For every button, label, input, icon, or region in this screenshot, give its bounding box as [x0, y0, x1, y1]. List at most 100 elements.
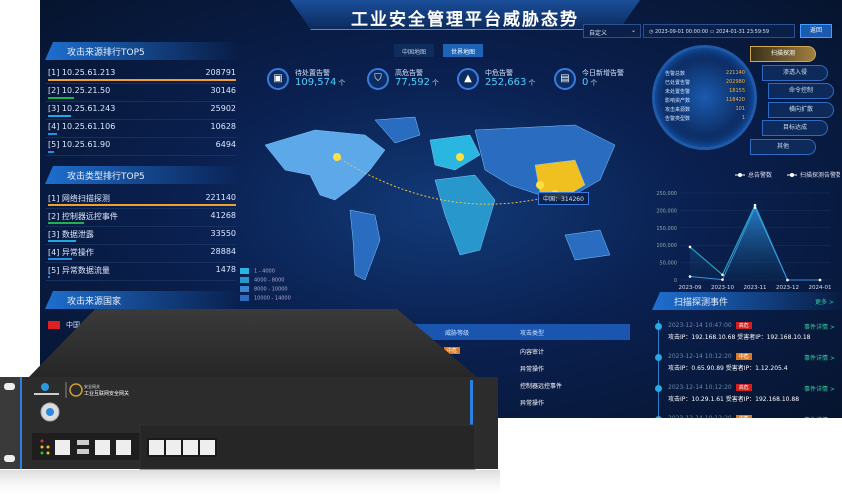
rank-row[interactable]: [5] 10.25.61.90 6494: [46, 138, 236, 156]
rank-bar: [48, 204, 236, 206]
attack-type-heading: 攻击类型排行TOP5: [45, 166, 240, 184]
attack-point: [333, 153, 341, 161]
stat-value-wrap: 109,574 个: [295, 77, 345, 88]
legend-label: 扫描探测告警数: [800, 171, 840, 179]
map-australia: [564, 229, 611, 261]
rank-row[interactable]: [1] 10.25.61.213 208791: [46, 66, 236, 84]
attack-type-cell: 异常操作: [520, 366, 545, 373]
event-detail-link[interactable]: 事件详情 >: [804, 324, 835, 331]
y-tick-label: 250,000: [656, 191, 677, 197]
ring-stat-value: 1: [741, 115, 745, 121]
data-point: [688, 245, 692, 249]
map-legend: 1 - 4000 4000 - 8000 8000 - 10000 10000 - 1…: [240, 268, 291, 304]
ring-stat-value: 18155: [729, 88, 745, 94]
stage-button[interactable]: 横向扩散: [768, 101, 834, 118]
legend-item[interactable]: 4000 - 8000: [240, 277, 291, 286]
data-point: [818, 278, 822, 282]
rank-label: [3] 10.25.61.243: [48, 104, 116, 113]
timeline-dot-icon: [655, 323, 662, 330]
data-point: [721, 273, 724, 277]
tab-china-map[interactable]: 中国地图: [394, 44, 435, 57]
timeline-dot-icon: [655, 385, 662, 392]
country-label: 中国: [66, 321, 80, 329]
shield-icon: ⛉: [367, 68, 389, 90]
rank-row[interactable]: [3] 数据泄露 33550: [46, 227, 236, 245]
rank-row[interactable]: [3] 10.25.61.243 25902: [46, 102, 236, 120]
event-time: 2023-12-14 10:12:20: [668, 353, 732, 360]
date-range-input[interactable]: ◷ 2023-09-01 00:00:00 ▭ 2024-01-31 23:59…: [643, 24, 795, 38]
warning-icon: ▲: [457, 68, 479, 90]
rank-label: [2] 10.25.21.50: [48, 86, 111, 95]
country-row: 中国: [48, 320, 80, 330]
eth-port: [183, 440, 198, 455]
stage-button[interactable]: 渗透入侵: [762, 64, 828, 81]
legend-item[interactable]: 8000 - 10000: [240, 286, 291, 295]
x-tick-label: 2023-10: [711, 285, 734, 291]
timeline-dot-icon: [655, 416, 662, 418]
ring-stat-label: 告警类型数: [665, 116, 691, 122]
event-item[interactable]: 2023-12-14 10:12:20 高危 事件详情 > 攻击IP：10.29.1.…: [654, 384, 835, 414]
world-map[interactable]: [255, 115, 635, 305]
ring-stat: 未处置告警 18155: [665, 88, 745, 97]
y-tick-label: 200,000: [656, 208, 677, 214]
table-row[interactable]: 中危 内容审计: [380, 344, 630, 361]
more-link[interactable]: 更多 >: [815, 299, 834, 306]
attack-type-cell: 控制器远控事件: [520, 383, 563, 390]
stage-button[interactable]: 扫描探测: [750, 46, 816, 62]
stage-button[interactable]: 命令控制: [768, 83, 834, 99]
header-attack-type: 攻击类型: [520, 330, 545, 337]
stat-value: 252,663: [485, 77, 527, 88]
rank-bar: [48, 79, 236, 81]
tab-world-map[interactable]: 世界地图: [443, 44, 484, 57]
event-item[interactable]: 2023-12-14 10:12:20 中危 事件详情 > 攻击IP：0.65.90.…: [654, 353, 835, 383]
legend-item[interactable]: 10000 - 14000: [240, 295, 291, 304]
stat-card: ▲ 中危告警 252,663 个: [457, 68, 547, 92]
rank-row[interactable]: [4] 异常操作 28884: [46, 245, 236, 263]
stage-button[interactable]: 目标达成: [762, 120, 828, 136]
chevron-down-icon: ⌄: [630, 27, 636, 34]
rank-row[interactable]: [2] 控制器远控事件 41268: [46, 209, 236, 227]
rank-label: [2] 控制器远控事件: [48, 212, 118, 221]
back-button[interactable]: 返回: [800, 24, 832, 38]
stat-value-wrap: 77,592 个: [395, 77, 439, 88]
rank-row[interactable]: [5] 异常数据流量 1478: [46, 263, 236, 281]
ring-stat-value: 118420: [725, 97, 745, 103]
event-item[interactable]: 2023-12-14 10:47:00 高危 事件详情 > 攻击IP：192.168.…: [654, 322, 835, 352]
rank-bar: [48, 240, 77, 242]
rank-bar: [48, 133, 58, 135]
stage-button[interactable]: 其他: [750, 138, 816, 155]
attack-point: [536, 181, 544, 189]
event-detail-link[interactable]: 事件详情 >: [804, 415, 835, 418]
event-detail-link[interactable]: 事件详情 >: [804, 355, 835, 362]
event-detail-link[interactable]: 事件详情 >: [804, 386, 835, 393]
rank-row[interactable]: [4] 10.25.61.106 10628: [46, 120, 236, 138]
stat-label: 待处置告警: [295, 69, 330, 77]
rank-value: 28884: [210, 247, 236, 256]
event-ips: 攻击IP：0.65.90.89 受害者IP：1.12.205.4: [668, 365, 788, 372]
map-greenland: [374, 116, 421, 144]
stat-value-wrap: 252,663 个: [485, 77, 535, 88]
legend-item[interactable]: 1 - 4000: [240, 268, 291, 277]
legend-swatch: [240, 286, 249, 292]
x-tick-label: 2024-01: [809, 285, 832, 291]
range-select[interactable]: 自定义 ⌄: [583, 24, 641, 38]
eth-port: [149, 440, 164, 455]
rank-row[interactable]: [2] 10.25.21.50 30146: [46, 84, 236, 102]
blue-trim: [20, 377, 22, 469]
rank-label: [5] 10.25.61.90: [48, 140, 111, 149]
data-point: [786, 278, 789, 282]
rank-bar: [48, 222, 84, 224]
timeline-dot-icon: [655, 354, 662, 361]
eth-port: [116, 440, 131, 455]
event-meta: 2023-12-14 10:47:00 高危: [668, 322, 752, 329]
map-north-america: [264, 129, 386, 201]
series-area: [690, 207, 820, 280]
attack-point: [456, 153, 464, 161]
legend-marker: [738, 173, 742, 177]
event-ips: 攻击IP：192.168.10.68 受害者IP：192.168.10.18: [668, 334, 811, 341]
rank-row[interactable]: [1] 网络扫描探测 221140: [46, 191, 236, 209]
event-time: 2023-12-14 10:12:20: [668, 384, 732, 391]
